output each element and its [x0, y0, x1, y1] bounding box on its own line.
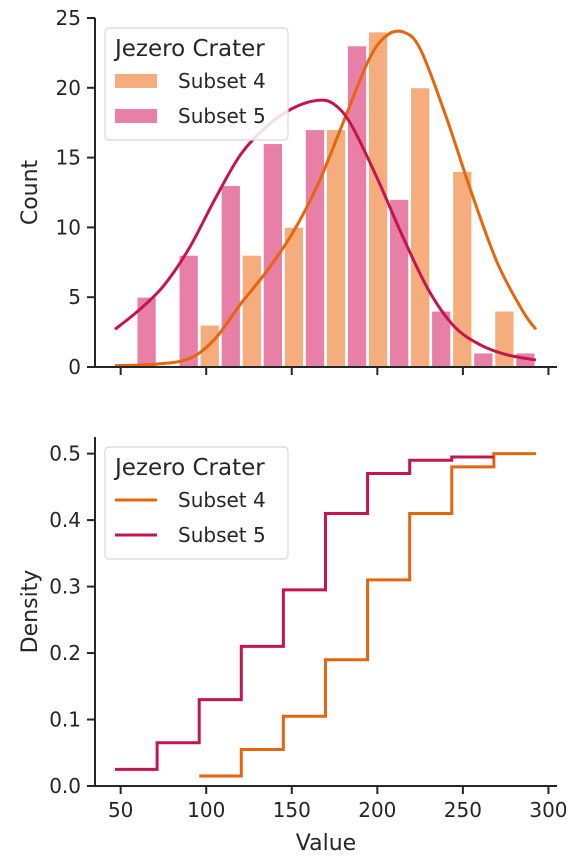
x-tick-label: 200 [358, 798, 396, 822]
legend-label: Subset 4 [178, 69, 266, 93]
legend-swatch [115, 74, 157, 88]
histogram-bar [410, 87, 431, 368]
histogram-bar [220, 185, 241, 368]
kde-curve [114, 98, 537, 362]
legend-label: Subset 5 [178, 104, 266, 128]
histogram-bar [494, 310, 515, 368]
x-tick-label: 100 [187, 798, 225, 822]
x-tick-label: 250 [444, 798, 482, 822]
y-tick-label: 0 [68, 355, 81, 379]
histogram-bar [241, 254, 262, 368]
x-tick-label: 50 [108, 798, 133, 822]
histogram-bar [347, 45, 367, 368]
y-tick-label: 10 [56, 215, 81, 239]
y-tick-label: 0.1 [49, 708, 81, 732]
y-axis-label: Count [18, 159, 43, 225]
legend-swatch [115, 109, 157, 123]
histogram-bar [305, 129, 325, 368]
histogram-bar [368, 31, 389, 368]
y-tick-label: 0.3 [49, 575, 81, 599]
histogram-bar [389, 199, 410, 368]
x-tick-label: 300 [529, 798, 567, 822]
ecdf-line [115, 455, 494, 771]
legend-label: Subset 4 [178, 488, 266, 512]
kde-curve [114, 29, 538, 368]
y-tick-label: 15 [56, 146, 81, 170]
y-tick-label: 0.0 [49, 774, 81, 798]
histogram-bar [326, 129, 346, 368]
histogram-panel: 0 5 10 15 20 25 Count Jezero Crater Subset 4 Subs… [18, 6, 557, 379]
y-tick-label: 0.4 [49, 508, 81, 532]
histogram-bar [178, 254, 199, 368]
y-axis-label: Density [18, 570, 43, 654]
y-tick-label: 20 [56, 76, 81, 100]
histogram-bar [283, 226, 304, 368]
y-tick-label: 0.5 [49, 442, 81, 466]
x-axis-label: Value [296, 831, 356, 856]
histogram-bar [473, 352, 494, 368]
legend-title: Jezero Crater [113, 36, 265, 62]
y-tick-label: 25 [56, 6, 81, 30]
ecdf-line [199, 452, 536, 778]
x-tick-label: 150 [273, 798, 311, 822]
y-tick-label: 5 [68, 285, 81, 309]
ecdf-panel: 0.0 0.1 0.2 0.3 0.4 0.5 50 100 150 200 250 300 Densi… [18, 437, 568, 856]
legend-title: Jezero Crater [113, 455, 265, 481]
legend-box [104, 446, 289, 560]
y-tick-label: 0.2 [49, 641, 81, 665]
legend-label: Subset 5 [178, 523, 266, 547]
